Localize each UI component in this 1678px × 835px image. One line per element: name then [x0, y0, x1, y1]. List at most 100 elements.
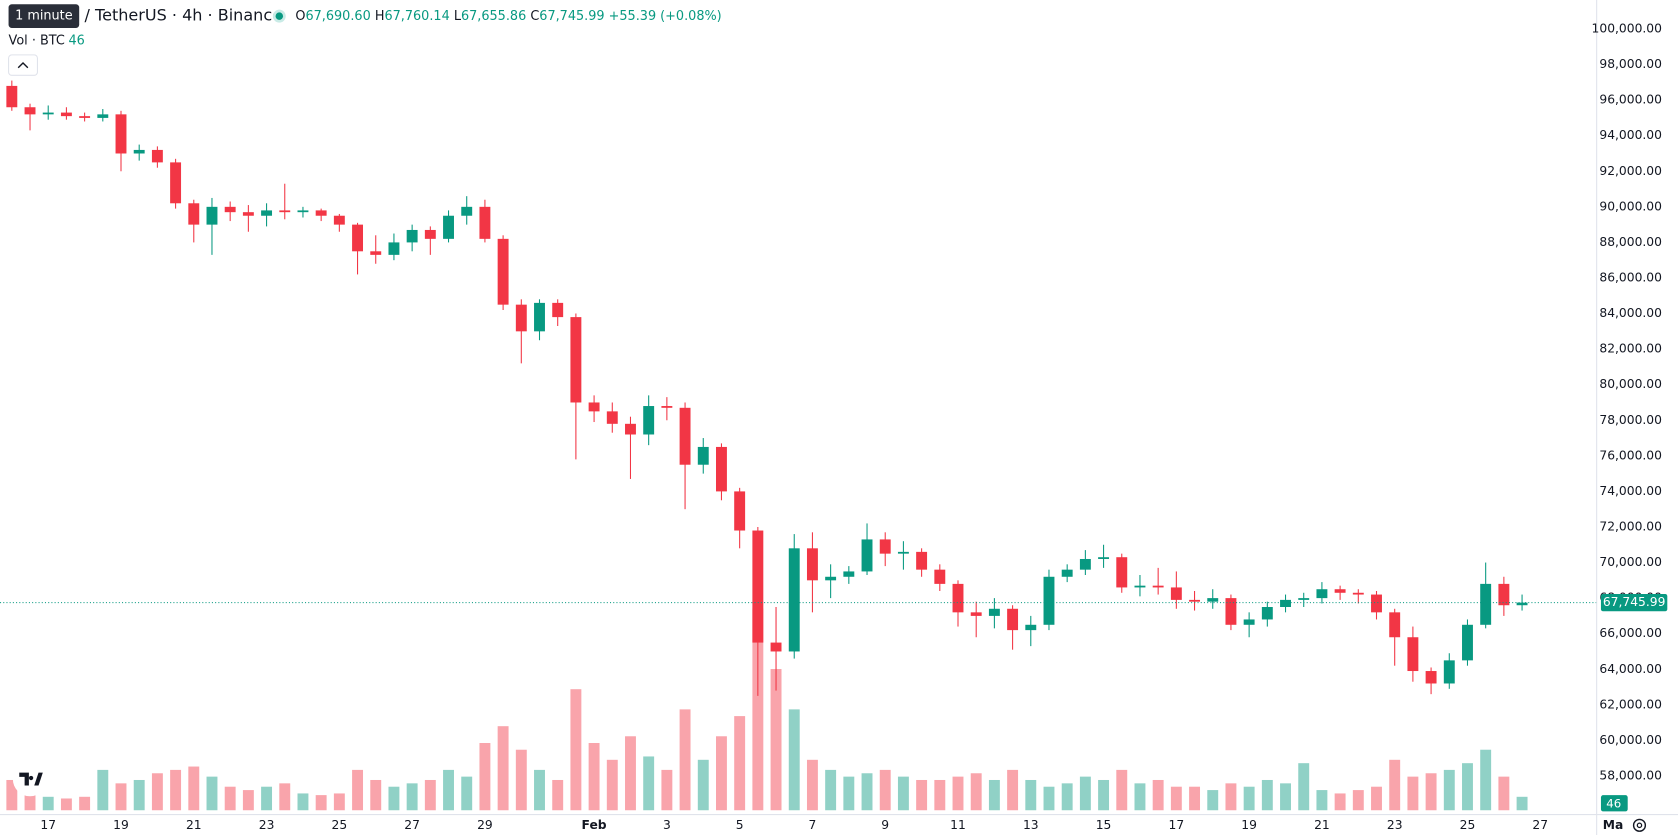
candle-body — [1061, 569, 1073, 577]
volume-bar — [1061, 783, 1073, 811]
candle-body — [1352, 592, 1364, 595]
volume-bar — [1098, 779, 1110, 811]
volume-bar — [1407, 776, 1419, 811]
ohlc-value: 67,745.99 — [539, 9, 604, 24]
volume-bar — [625, 736, 636, 811]
volume-bar — [734, 716, 746, 811]
volume-bar — [606, 759, 618, 811]
x-tick-label: 27 — [404, 818, 420, 832]
volume-bar — [934, 779, 946, 811]
candle-body — [1189, 599, 1201, 602]
candle-body — [643, 406, 655, 435]
volume-bar — [406, 783, 418, 811]
collapse-button[interactable] — [8, 54, 38, 76]
x-tick-label: Feb — [582, 818, 607, 832]
candle-body — [97, 114, 109, 118]
axes: 58,000.00 60,000.00 62,000.00 64,000.00 66,0… — [40, 21, 1668, 832]
volume-bar — [1443, 769, 1455, 811]
candle-body — [788, 548, 800, 652]
volume-bar — [534, 769, 545, 811]
candle-body — [661, 406, 673, 408]
candle-body — [752, 530, 764, 643]
change: +55.39 (+0.08%) — [609, 9, 722, 24]
y-tick-label: 90,000.00 — [1599, 199, 1662, 213]
volume-bar — [1261, 779, 1273, 811]
candle-body — [333, 215, 345, 225]
tv-logo[interactable] — [12, 761, 48, 797]
last-price-label: 67,745.99 — [1603, 595, 1666, 609]
volume-bar — [497, 726, 509, 811]
y-tick-label: 58,000.00 — [1599, 768, 1662, 782]
volume-bar — [224, 786, 236, 811]
candle-body — [988, 608, 1000, 616]
ohlc: O67,690.60 H67,760.14 L67,655.86 C67,745… — [295, 9, 721, 24]
y-tick-label: 98,000.00 — [1599, 57, 1662, 71]
x-tick-label: 3 — [663, 818, 671, 832]
candle-body — [734, 491, 746, 531]
candle-body — [679, 407, 691, 465]
candle-body — [861, 539, 873, 572]
candle-body — [1098, 557, 1110, 559]
candle-body — [497, 238, 509, 305]
y-tick-label: 92,000.00 — [1599, 164, 1662, 178]
candle-body — [1079, 558, 1091, 570]
x-tick-label: 7 — [809, 818, 817, 832]
volume-bar — [1480, 749, 1492, 811]
candle-body — [534, 302, 545, 332]
candle-body — [42, 112, 54, 115]
volume-bar — [170, 769, 182, 811]
volume-bar — [1189, 786, 1201, 811]
volume-bar — [333, 793, 345, 811]
volume-bar — [443, 769, 454, 811]
candle-body — [606, 411, 618, 424]
x-tick-label: 17 — [1169, 818, 1185, 832]
candle-body — [1225, 598, 1237, 625]
x-tick-label: 29 — [477, 818, 493, 832]
y-tick-label: 82,000.00 — [1599, 342, 1662, 356]
y-tick-label: 60,000.00 — [1599, 733, 1662, 747]
candle-body — [206, 206, 218, 225]
candle-body — [1389, 612, 1401, 638]
x-tick-label: Ma — [1603, 818, 1624, 832]
volume-bar — [42, 796, 54, 811]
x-tick-label: 23 — [259, 818, 275, 832]
volume-bar — [1371, 786, 1382, 811]
volume-bar — [1170, 786, 1182, 811]
ohlc-key: C — [530, 9, 539, 24]
candle-body — [970, 612, 982, 616]
candle-body — [625, 423, 636, 435]
volume-bar — [843, 776, 855, 811]
volume-axis-label-box — [1600, 795, 1628, 812]
status-dot — [275, 12, 284, 20]
candle-body — [461, 206, 473, 216]
candle-body — [370, 251, 382, 255]
candle-body — [806, 548, 818, 581]
volume-axis-label: 46 — [1606, 796, 1621, 810]
y-tick-label: 94,000.00 — [1599, 128, 1662, 142]
settings-button[interactable] — [1632, 818, 1647, 832]
candle-body — [1152, 585, 1164, 588]
volume-bar — [24, 786, 36, 811]
y-tick-label: 96,000.00 — [1599, 93, 1662, 107]
candle-body — [388, 242, 400, 255]
candle-body — [1207, 598, 1219, 602]
candle-body — [170, 162, 182, 204]
x-tick-label: 21 — [1314, 818, 1330, 832]
candle-body — [770, 642, 782, 652]
candle-body — [297, 210, 309, 213]
candle-body — [1316, 589, 1328, 599]
candle-body — [1007, 608, 1019, 631]
volume-bar — [1025, 779, 1037, 811]
candle-body — [1116, 557, 1128, 588]
volume-bar — [188, 766, 200, 811]
volume-bar — [388, 786, 400, 811]
volume-bar — [1352, 790, 1364, 811]
volume-bar — [715, 736, 727, 811]
candle-body — [315, 210, 327, 216]
x-tick-label: 25 — [1460, 818, 1476, 832]
y-tick-label: 100,000.00 — [1592, 21, 1663, 35]
volume-bar — [1316, 790, 1328, 811]
x-tick-label: 27 — [1532, 818, 1548, 832]
symbol[interactable]: / TetherUS · 4h · Binance — [85, 6, 283, 25]
